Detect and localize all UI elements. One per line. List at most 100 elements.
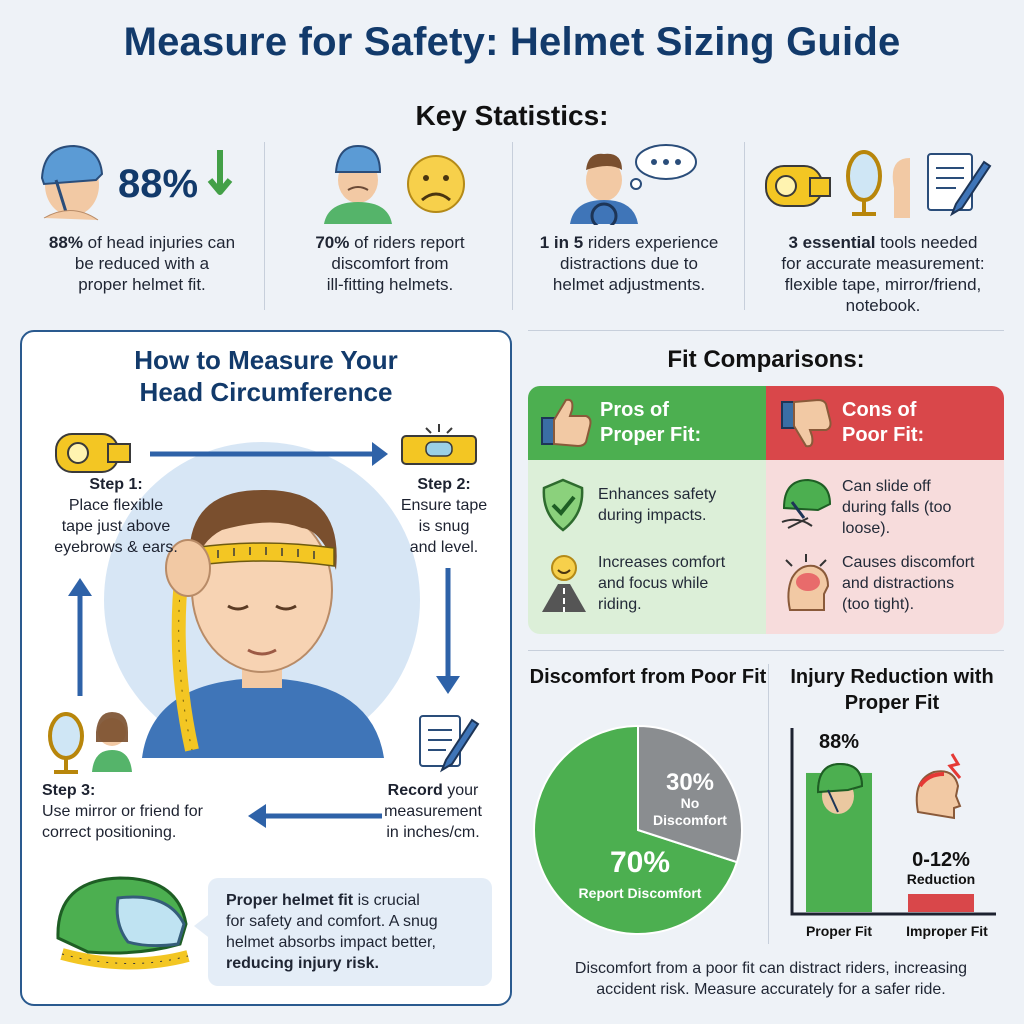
stat-2-line2: discomfort from — [331, 254, 449, 273]
callout-bold-2: reducing injury risk. — [226, 955, 379, 972]
pro-item-1: Enhances safety during impacts. — [598, 484, 758, 526]
pie-label-report-discomfort: Report Discomfort — [579, 885, 702, 901]
stat-2-line1: of riders report — [349, 233, 465, 252]
bar-category-improper-fit: Improper Fit — [906, 923, 988, 939]
right-top-divider — [528, 330, 1004, 331]
headache-icon — [785, 554, 830, 611]
step-4-record: Record your measurement in inches/cm. — [368, 780, 498, 843]
stat-4-line4: notebook. — [845, 296, 921, 315]
pro-item-1-line1: Enhances safety — [598, 486, 717, 503]
callout-line3: helmet absorbs impact better, — [226, 934, 436, 951]
step-2: Step 2: Ensure tape is snug and level. — [384, 474, 504, 558]
step-4-line2: measurement — [384, 803, 482, 820]
pie-value-report-discomfort: 70% — [610, 846, 670, 879]
step-4-label: Record — [387, 782, 443, 799]
stat-1-line3: proper helmet fit. — [78, 275, 206, 294]
pro-item-2-line2: and focus while — [598, 575, 709, 592]
step-2-line3: and level. — [409, 539, 479, 556]
injury-reduction-bar-chart: 88% 0-12% Reduction Proper Fit Improper … — [790, 728, 996, 939]
callout-box — [208, 878, 492, 986]
footer-note: Discomfort from a poor fit can distract … — [528, 958, 1014, 1000]
pro-item-2: Increases comfort and focus while riding… — [598, 552, 758, 615]
how-to-measure-title-line2: Head Circumference — [139, 377, 393, 407]
callout-bold-1: Proper helmet fit — [226, 892, 354, 909]
bar-value-proper-fit: 88% — [819, 731, 859, 753]
callout-line1: is crucial — [353, 892, 420, 909]
key-statistics-heading: Key Statistics: — [415, 100, 609, 131]
step-3-line1: Use mirror or friend for — [42, 803, 203, 820]
pie-chart-title: Discomfort from Poor Fit — [529, 666, 767, 688]
stat-1-big-number: 88% — [118, 162, 199, 206]
stat-3-line1: riders experience — [583, 233, 719, 252]
footer-line1: Discomfort from a poor fit can distract … — [574, 960, 968, 977]
how-to-measure-title-line1: How to Measure Your — [134, 345, 398, 375]
bar-chart-title: Injury Reduction with Proper Fit — [790, 666, 994, 714]
pros-title: Pros of Proper Fit: — [600, 398, 760, 448]
record-notebook-icon — [419, 715, 480, 773]
cons-title-line2: Poor Fit: — [842, 424, 925, 446]
con-item-2-line1: Causes discomfort — [842, 554, 975, 571]
cons-title-line1: Cons of — [842, 399, 917, 421]
stat-4-line3: flexible tape, mirror/friend, — [784, 275, 982, 294]
step-4-line3: in inches/cm. — [386, 824, 480, 841]
stat-2-line3: ill-fitting helmets. — [326, 275, 454, 294]
con-item-1-line2: during falls (too — [842, 499, 952, 516]
callout-text: Proper helmet fit is crucial for safety … — [226, 890, 486, 974]
pie-label-no-discomfort: No Discomfort — [653, 795, 727, 828]
pie-value-no-discomfort: 30% — [666, 769, 714, 796]
step-1-label: Step 1: — [89, 476, 143, 493]
step-2-line2: is snug — [418, 518, 470, 535]
step-1: Step 1: Place flexible tape just above e… — [36, 474, 196, 558]
stat-divider — [512, 142, 513, 310]
stat-4-line1: tools needed — [875, 233, 978, 252]
stat-divider — [264, 142, 265, 310]
measure-flow-illustration — [48, 424, 480, 828]
stat-1-line1: of head injuries can — [82, 233, 236, 252]
step-1-line3: eyebrows & ears. — [54, 539, 178, 556]
right-mid-divider — [528, 650, 1004, 651]
bar-improper-fit — [908, 894, 974, 912]
con-item-1-line1: Can slide off — [842, 478, 931, 495]
con-item-1: Can slide off during falls (too loose). — [842, 476, 1002, 539]
bar-sublabel-improper-fit: Reduction — [907, 871, 975, 887]
step-4-line1: your — [442, 782, 479, 799]
distracted-rider-icon — [570, 144, 697, 230]
pie-slice-no-discomfort — [637, 724, 743, 864]
stat-1-visual — [36, 140, 266, 225]
fit-comparisons-title: Fit Comparisons: — [667, 346, 865, 373]
bar-value-improper-fit: 0-12% — [912, 849, 970, 871]
step-2-line1: Ensure tape — [400, 497, 488, 514]
chart-divider — [768, 664, 769, 944]
pros-title-line1: Pros of — [600, 399, 669, 421]
happy-road-icon — [542, 555, 586, 612]
step-1-line2: tape just above — [61, 518, 171, 535]
step-3-label: Step 3: — [42, 782, 96, 799]
discomfort-pie-chart: 30% No Discomfort 70% Report Discomfort — [533, 724, 743, 935]
thumbs-down-icon — [781, 398, 832, 448]
page-title: Measure for Safety: Helmet Sizing Guide — [123, 20, 901, 64]
stat-2-visual — [318, 140, 468, 225]
shield-check-icon — [542, 478, 584, 532]
step-2-label: Step 2: — [417, 476, 471, 493]
stat-1-bold: 88% — [48, 233, 83, 252]
stat-4-line2: for accurate measurement: — [781, 254, 985, 273]
helmet-on-bar-icon — [816, 762, 864, 814]
uncomfortable-rider-icon — [324, 144, 465, 224]
pro-item-2-line3: riding. — [598, 596, 642, 613]
pros-title-line2: Proper Fit: — [600, 424, 702, 446]
pro-item-1-line2: during impacts. — [598, 507, 707, 524]
cons-title: Cons of Poor Fit: — [842, 398, 992, 448]
stat-3-line3: helmet adjustments. — [552, 275, 706, 294]
pro-item-2-line1: Increases comfort — [598, 554, 726, 571]
stat-divider — [744, 142, 745, 310]
pie-slice-report-discomfort — [533, 724, 739, 935]
stat-3-bold: 1 in 5 — [539, 233, 584, 252]
thumbs-up-icon — [541, 398, 592, 448]
helmet-head-icon — [40, 144, 233, 221]
footer-line2: accident risk. Measure accurately for a … — [596, 981, 946, 998]
how-to-measure-title: How to Measure Your Head Circumference — [20, 344, 512, 408]
bar-category-proper-fit: Proper Fit — [806, 923, 872, 939]
step-3: Step 3: Use mirror or friend for correct… — [42, 780, 252, 843]
green-helmet-icon — [56, 876, 190, 970]
sliding-helmet-icon — [781, 478, 832, 529]
